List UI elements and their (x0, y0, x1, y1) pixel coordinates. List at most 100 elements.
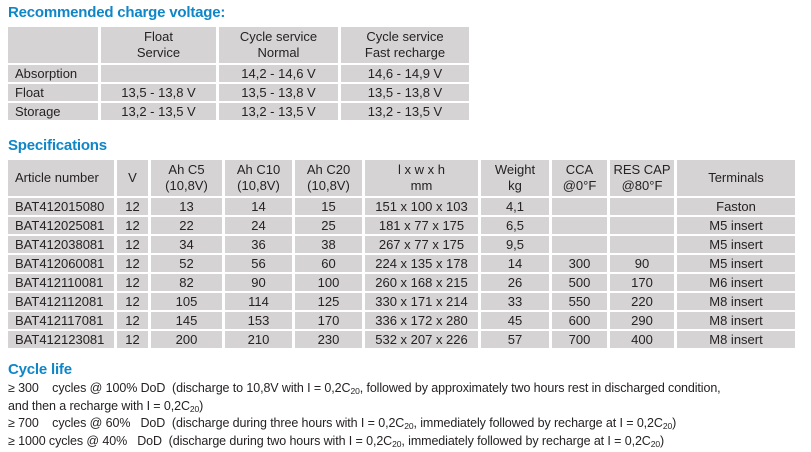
table-cell: 6,5 (481, 217, 549, 234)
column-header-float-service: Float Service (101, 27, 216, 63)
table-cell: 34 (151, 236, 222, 253)
column-header-line: (10,8V) (165, 178, 208, 193)
table-cell: 300 (552, 255, 607, 272)
table-cell: 56 (225, 255, 292, 272)
table-cell: 82 (151, 274, 222, 291)
table-cell: 400 (610, 331, 674, 348)
table-cell: 336 x 172 x 280 (365, 312, 478, 329)
table-cell: 14,6 - 14,9 V (341, 65, 469, 82)
table-cell: 330 x 171 x 214 (365, 293, 478, 310)
table-row: BAT412112081 12 105 114 125 330 x 171 x 214 33… (8, 293, 795, 310)
table-row: BAT412038081 12 34 36 38 267 x 77 x 175 9,5 M5 … (8, 236, 795, 253)
table-cell: Faston (677, 198, 795, 215)
table-cell: 9,5 (481, 236, 549, 253)
column-header-line: Ah C5 (168, 162, 205, 177)
specifications-table: Article number V Ah C5 (10,8V) Ah C10 (1… (5, 158, 798, 350)
table-row: BAT412117081 12 145 153 170 336 x 172 x 280 45… (8, 312, 795, 329)
charge-table-header-row: Float Service Cycle service Normal Cycle… (8, 27, 469, 63)
table-cell: BAT412112081 (8, 293, 114, 310)
column-header-line: kg (508, 178, 522, 193)
charge-voltage-heading: Recommended charge voltage: (8, 4, 226, 21)
column-header-line: l x w x h (398, 162, 445, 177)
table-cell: 12 (117, 312, 148, 329)
column-header-line: Float (144, 29, 173, 44)
table-cell: 600 (552, 312, 607, 329)
column-header-line: Ah C10 (236, 162, 281, 177)
table-cell: BAT412060081 (8, 255, 114, 272)
column-header-cycle-service-fast-recharge: Cycle service Fast recharge (341, 27, 469, 63)
cycle-life-line: and then a recharge with I = 0,2C20) (8, 398, 204, 414)
table-cell: 13,5 - 13,8 V (101, 84, 216, 101)
table-cell: 45 (481, 312, 549, 329)
column-header-blank (8, 27, 98, 63)
table-cell: 105 (151, 293, 222, 310)
cycle-life-heading: Cycle life (8, 361, 72, 378)
table-cell: Absorption (8, 65, 98, 82)
column-header-line: RES CAP (613, 162, 671, 177)
spec-table-body: BAT412015080 12 13 14 15 151 x 100 x 103 4,1 Fa… (8, 198, 795, 348)
column-header-line: V (128, 170, 137, 185)
table-cell: 52 (151, 255, 222, 272)
table-cell: Storage (8, 103, 98, 120)
table-cell: 13 (151, 198, 222, 215)
table-cell: 57 (481, 331, 549, 348)
column-header-cca: CCA @0°F (552, 160, 607, 196)
table-cell: 33 (481, 293, 549, 310)
table-cell: 22 (151, 217, 222, 234)
column-header-terminals: Terminals (677, 160, 795, 196)
spec-table-header-row: Article number V Ah C5 (10,8V) Ah C10 (1… (8, 160, 795, 196)
table-cell (101, 65, 216, 82)
column-header-res-cap: RES CAP @80°F (610, 160, 674, 196)
table-cell: 90 (225, 274, 292, 291)
column-header-line: Normal (257, 45, 300, 60)
table-cell: 15 (295, 198, 362, 215)
table-row: BAT412123081 12 200 210 230 532 x 207 x 226 57… (8, 331, 795, 348)
column-header-line: Service (136, 45, 181, 60)
charge-table-body: Absorption 14,2 - 14,6 V 14,6 - 14,9 V Floa… (8, 65, 469, 120)
table-cell: 12 (117, 255, 148, 272)
table-cell: M5 insert (677, 255, 795, 272)
table-cell: M8 insert (677, 312, 795, 329)
table-cell: 26 (481, 274, 549, 291)
table-cell: 151 x 100 x 103 (365, 198, 478, 215)
column-header-line: @80°F (621, 178, 663, 193)
table-cell: 500 (552, 274, 607, 291)
table-cell: 90 (610, 255, 674, 272)
table-cell: 60 (295, 255, 362, 272)
table-cell: 38 (295, 236, 362, 253)
table-cell: 220 (610, 293, 674, 310)
table-cell (552, 236, 607, 253)
table-cell: 4,1 (481, 198, 549, 215)
table-cell: BAT412015080 (8, 198, 114, 215)
table-cell: 25 (295, 217, 362, 234)
cycle-life-line: ≥ 1000 cycles @ 40% DoD (discharge durin… (8, 433, 665, 449)
table-cell: 14 (225, 198, 292, 215)
table-row: BAT412060081 12 52 56 60 224 x 135 x 178 14 300… (8, 255, 795, 272)
column-header-line: Terminals (708, 170, 764, 185)
column-header-line: Cycle service (239, 29, 318, 44)
column-header-dimensions: l x w x h mm (365, 160, 478, 196)
table-cell: 170 (295, 312, 362, 329)
cycle-life-line: ≥ 700 cycles @ 60% DoD (discharge during… (8, 416, 677, 431)
column-header-line: Ah C20 (306, 162, 351, 177)
cycle-life-line: ≥ 300 cycles @ 100% DoD (discharge to 10… (8, 381, 721, 396)
table-cell: 13,5 - 13,8 V (219, 84, 338, 101)
table-cell: 230 (295, 331, 362, 348)
table-cell: M6 insert (677, 274, 795, 291)
column-header-line: Weight (494, 162, 536, 177)
column-header-line: @0°F (562, 178, 597, 193)
table-cell: 12 (117, 274, 148, 291)
table-cell: 24 (225, 217, 292, 234)
table-cell: 14,2 - 14,6 V (219, 65, 338, 82)
table-cell: Float (8, 84, 98, 101)
column-header-line: mm (410, 178, 433, 193)
table-row: Float 13,5 - 13,8 V 13,5 - 13,8 V 13,5 - 13… (8, 84, 469, 101)
table-cell: 170 (610, 274, 674, 291)
table-row: BAT412025081 12 22 24 25 181 x 77 x 175 6,5 M5 … (8, 217, 795, 234)
table-cell: BAT412123081 (8, 331, 114, 348)
table-row: BAT412015080 12 13 14 15 151 x 100 x 103 4,1 Fa… (8, 198, 795, 215)
table-cell: 36 (225, 236, 292, 253)
column-header-article-number: Article number (8, 160, 114, 196)
column-header-ah-c10: Ah C10 (10,8V) (225, 160, 292, 196)
